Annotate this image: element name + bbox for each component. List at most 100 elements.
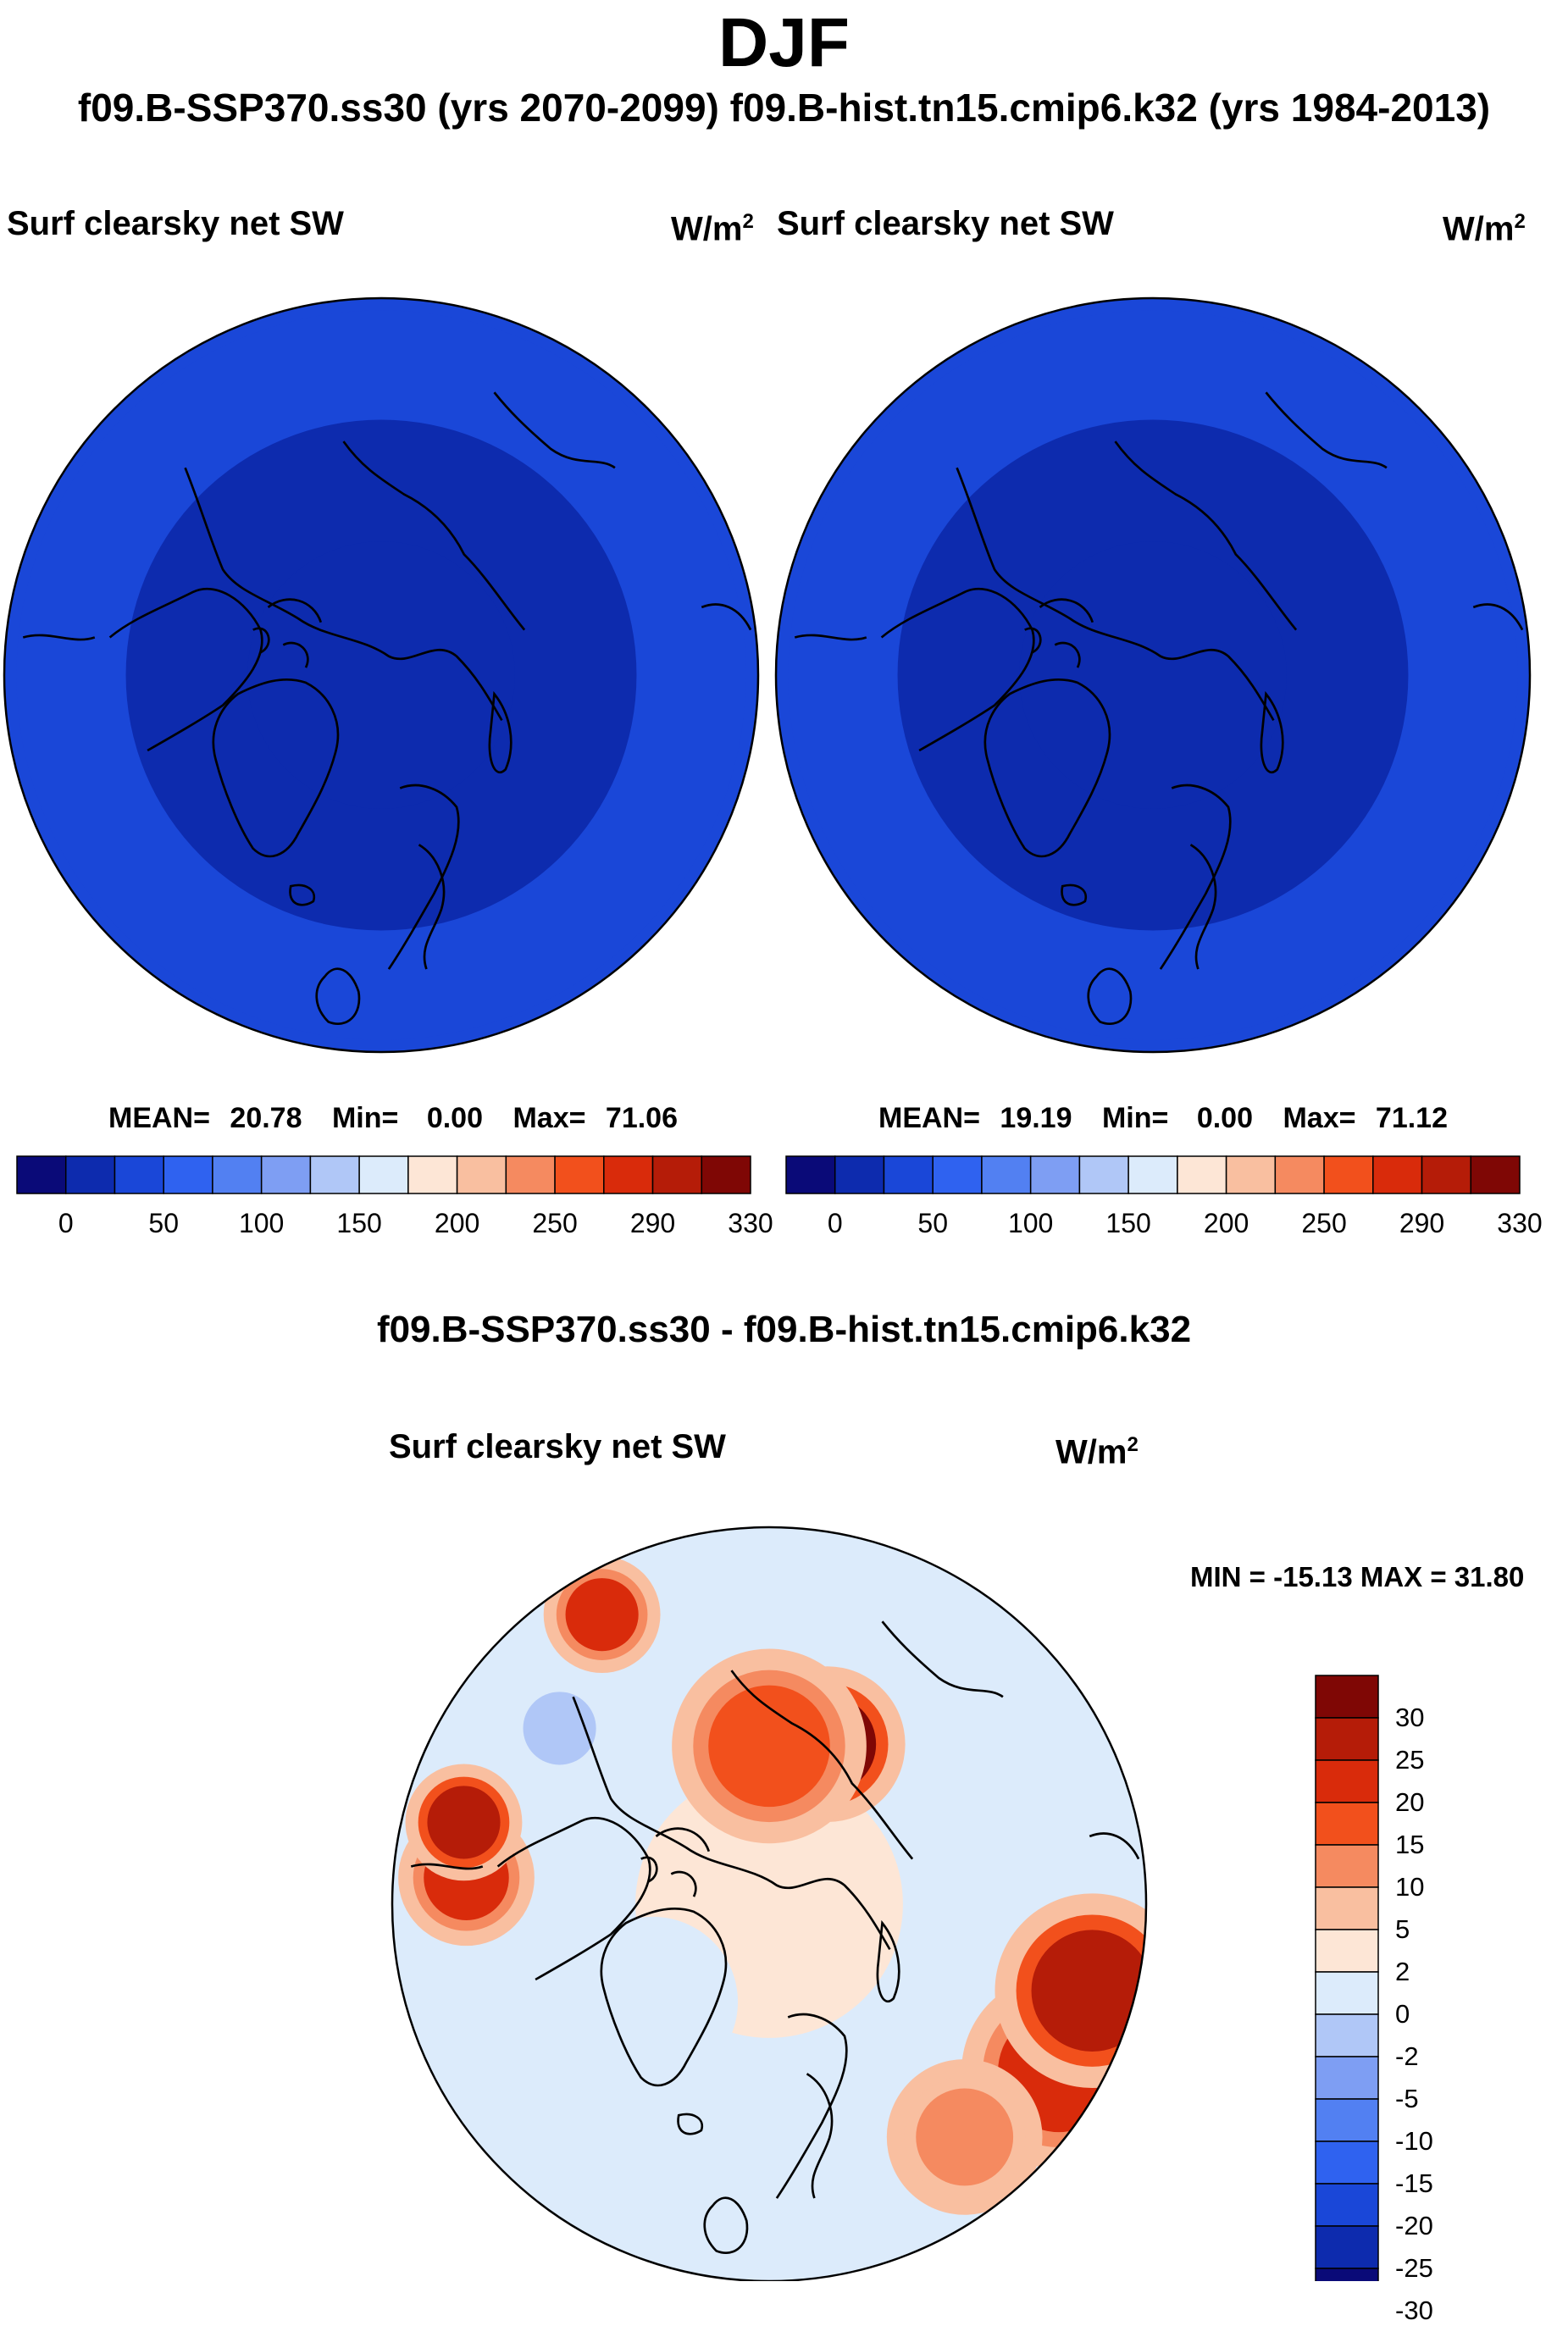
panel3-map-border xyxy=(391,1526,1148,2281)
panel1-units: W/m2 xyxy=(671,210,754,248)
panel1-max-label: Max= xyxy=(513,1102,586,1134)
panel2-map xyxy=(773,295,1533,1055)
panel2-mean-value: 19.19 xyxy=(1000,1102,1072,1134)
colorbar-swatch xyxy=(1029,1155,1081,1194)
colorbar-tick-label: 150 xyxy=(336,1208,382,1238)
panel1-map xyxy=(1,295,762,1055)
panel2-mean-label: MEAN= xyxy=(878,1102,980,1134)
colorbar-tick-label: 200 xyxy=(1203,1208,1249,1238)
colorbar-swatch xyxy=(1128,1155,1178,1194)
panel3-colorbar xyxy=(1315,1675,1379,2281)
colorbar-swatch xyxy=(358,1155,409,1194)
colorbar-swatch xyxy=(1274,1155,1325,1194)
field-blob xyxy=(565,1578,639,1652)
colorbar-tick-label: 330 xyxy=(1497,1208,1543,1238)
colorbar-swatch xyxy=(456,1155,507,1194)
colorbar-swatch xyxy=(1225,1155,1277,1194)
colorbar-tick-label: 100 xyxy=(1007,1208,1054,1238)
colorbar-swatch xyxy=(1177,1155,1227,1194)
colorbar-tick-label: 250 xyxy=(1301,1208,1347,1238)
field-blob xyxy=(427,1786,501,1859)
colorbar-swatch xyxy=(554,1155,605,1194)
colorbar-swatch xyxy=(1315,1971,1379,2015)
colorbar-swatch xyxy=(1315,2140,1379,2185)
panel2-max-label: Max= xyxy=(1283,1102,1356,1134)
colorbar-swatch xyxy=(1315,1886,1379,1930)
figure-title: DJF xyxy=(718,4,850,81)
colorbar-swatch xyxy=(883,1155,934,1194)
colorbar-tick-label: -2 xyxy=(1395,2041,1419,2071)
colorbar-swatch xyxy=(1315,1844,1379,1888)
panel3-minmax: MIN = -15.13 MAX = 31.80 xyxy=(1190,1561,1525,1592)
colorbar-swatch xyxy=(1315,1802,1379,1846)
colorbar-tick-label: 10 xyxy=(1395,1872,1425,1902)
colorbar-swatch xyxy=(1315,2056,1379,2100)
panel1-colorbar xyxy=(16,1155,751,1194)
colorbar-tick-label: 0 xyxy=(58,1208,74,1238)
colorbar-swatch xyxy=(1315,2268,1379,2281)
colorbar-swatch xyxy=(1315,2098,1379,2142)
panel1-map-border xyxy=(3,296,760,1054)
colorbar-tick-label: -10 xyxy=(1395,2126,1433,2156)
colorbar-swatch xyxy=(212,1155,263,1194)
colorbar-tick-label: 20 xyxy=(1395,1787,1425,1817)
field-blob xyxy=(1031,1930,1146,2052)
colorbar-swatch xyxy=(1315,1675,1379,1719)
colorbar-swatch xyxy=(1315,1929,1379,1973)
panel3-map xyxy=(389,1524,1189,2281)
panel2-stats: MEAN= 19.19 Min= 0.00 Max= 71.12 xyxy=(878,1102,1448,1135)
field-blob xyxy=(568,1916,739,2087)
colorbar-tick-label: 100 xyxy=(238,1208,285,1238)
colorbar-tick-label: 2 xyxy=(1395,1957,1410,1986)
colorbar-swatch xyxy=(1315,1759,1379,1803)
field-zone xyxy=(247,541,515,809)
colorbar-tick-label: 0 xyxy=(1395,1999,1410,2029)
colorbar-tick-label: -20 xyxy=(1395,2211,1433,2240)
colorbar-swatch xyxy=(114,1155,164,1194)
colorbar-swatch xyxy=(1470,1155,1521,1194)
colorbar-tick-label: 0 xyxy=(827,1208,843,1238)
colorbar-swatch xyxy=(785,1155,836,1194)
panel1-min-label: Min= xyxy=(331,1102,399,1134)
colorbar-tick-label: 15 xyxy=(1395,1830,1425,1859)
panel1-stats: MEAN= 20.78 Min= 0.00 Max= 71.06 xyxy=(108,1102,678,1135)
panel2-units: W/m2 xyxy=(1443,210,1526,248)
colorbar-swatch xyxy=(1315,1717,1379,1761)
figure-subtitle: f09.B-SSP370.ss30 (yrs 2070-2099) f09.B-… xyxy=(77,86,1491,130)
colorbar-swatch xyxy=(1421,1155,1472,1194)
colorbar-tick-label: 150 xyxy=(1105,1208,1151,1238)
colorbar-tick-label: -25 xyxy=(1395,2253,1433,2283)
panel2-max-value: 71.12 xyxy=(1375,1102,1449,1134)
colorbar-tick-label: 290 xyxy=(629,1208,676,1238)
colorbar-tick-label: 290 xyxy=(1399,1208,1445,1238)
colorbar-tick-label: 200 xyxy=(434,1208,480,1238)
panel1-min-value: 0.00 xyxy=(426,1102,484,1134)
colorbar-swatch xyxy=(603,1155,654,1194)
colorbar-swatch xyxy=(505,1155,556,1194)
colorbar-swatch xyxy=(260,1155,312,1194)
field-blob xyxy=(916,2088,1014,2186)
colorbar-swatch xyxy=(1315,2013,1379,2057)
colorbar-tick-label: 330 xyxy=(728,1208,773,1238)
colorbar-tick-label: -5 xyxy=(1395,2084,1419,2113)
colorbar-tick-label: -30 xyxy=(1395,2296,1433,2325)
difference-title: f09.B-SSP370.ss30 - f09.B-hist.tn15.cmip… xyxy=(376,1309,1192,1350)
panel3-title: Surf clearsky net SW xyxy=(389,1428,726,1465)
colorbar-swatch xyxy=(64,1155,116,1194)
colorbar-swatch xyxy=(981,1155,1032,1194)
panel2-min-value: 0.00 xyxy=(1196,1102,1254,1134)
colorbar-tick-label: 250 xyxy=(532,1208,578,1238)
panel2-title: Surf clearsky net SW xyxy=(777,205,1114,242)
colorbar-swatch xyxy=(1315,2183,1379,2227)
panel1-mean-label: MEAN= xyxy=(108,1102,210,1134)
colorbar-swatch xyxy=(1315,2225,1379,2269)
colorbar-tick-label: 30 xyxy=(1395,1703,1425,1732)
colorbar-swatch xyxy=(932,1155,983,1194)
field-zone xyxy=(1019,541,1287,809)
colorbar-tick-label: 5 xyxy=(1395,1914,1410,1944)
colorbar-swatch xyxy=(16,1155,67,1194)
colorbar-tick-label: 50 xyxy=(917,1208,948,1238)
colorbar-swatch xyxy=(309,1155,360,1194)
panel2-min-label: Min= xyxy=(1101,1102,1169,1134)
panel1-title: Surf clearsky net SW xyxy=(7,205,344,242)
